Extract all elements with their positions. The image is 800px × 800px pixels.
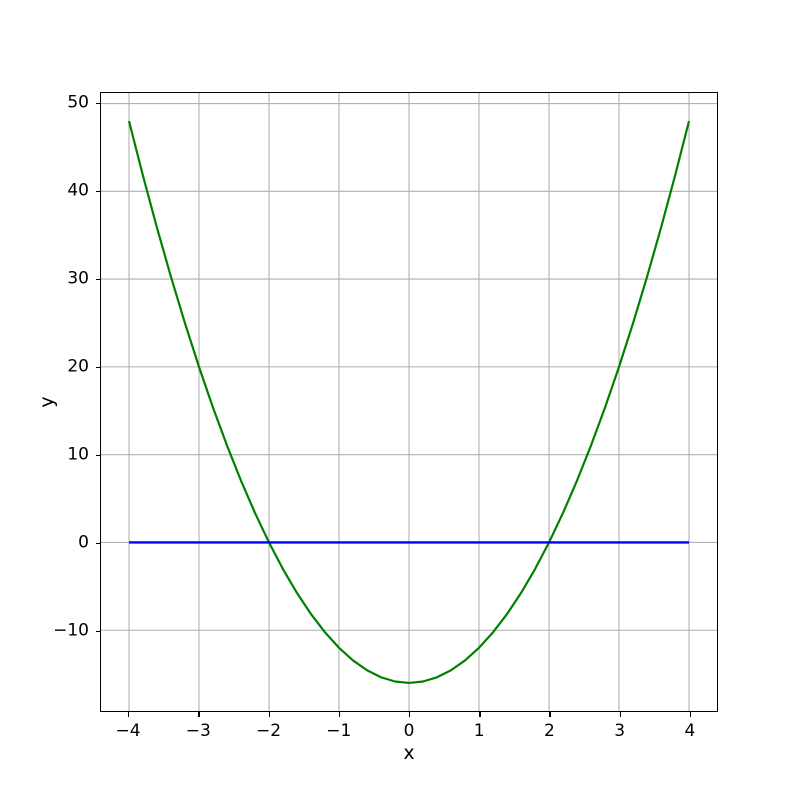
x-tick-label: −4	[115, 721, 141, 741]
y-tick-label: 20	[67, 356, 89, 377]
x-tick-mark	[128, 712, 130, 717]
y-tick-label: 40	[67, 180, 89, 201]
x-tick-label: 1	[473, 721, 485, 741]
x-axis-label: x	[403, 742, 415, 764]
x-tick-label: 4	[684, 721, 696, 741]
x-tick-label: 2	[544, 721, 555, 741]
plot-svg	[101, 93, 717, 711]
x-tick-label: −3	[185, 721, 211, 741]
data-series-group	[127, 120, 691, 685]
x-tick-mark	[479, 712, 481, 717]
series-line-parabola	[127, 120, 691, 685]
y-tick-label: 10	[67, 444, 89, 465]
y-tick-mark	[95, 102, 100, 104]
x-tick-label: 0	[403, 721, 415, 741]
y-tick-label: 50	[67, 92, 89, 113]
x-tick-mark	[619, 712, 621, 717]
x-tick-mark	[338, 712, 341, 717]
y-tick-label: 0	[78, 532, 89, 553]
y-tick-mark	[95, 190, 100, 192]
y-axis-label: y	[36, 396, 58, 408]
x-tick-label: 3	[614, 721, 626, 741]
x-tick-mark	[549, 712, 551, 717]
y-tick-label: −10	[53, 620, 89, 641]
x-tick-mark	[409, 712, 411, 717]
y-tick-mark	[95, 454, 100, 457]
x-tick-mark	[198, 712, 200, 717]
x-tick-mark	[268, 712, 270, 717]
x-tick-label: −2	[256, 721, 282, 741]
y-tick-mark	[95, 630, 100, 633]
y-tick-label: 30	[67, 268, 89, 289]
x-tick-mark	[689, 712, 692, 717]
y-tick-mark	[95, 278, 100, 280]
x-tick-label: −1	[326, 721, 352, 741]
y-tick-mark	[95, 542, 100, 545]
gridlines-vertical	[128, 93, 690, 711]
plot-axes-area	[100, 92, 718, 712]
y-tick-mark	[95, 366, 100, 369]
